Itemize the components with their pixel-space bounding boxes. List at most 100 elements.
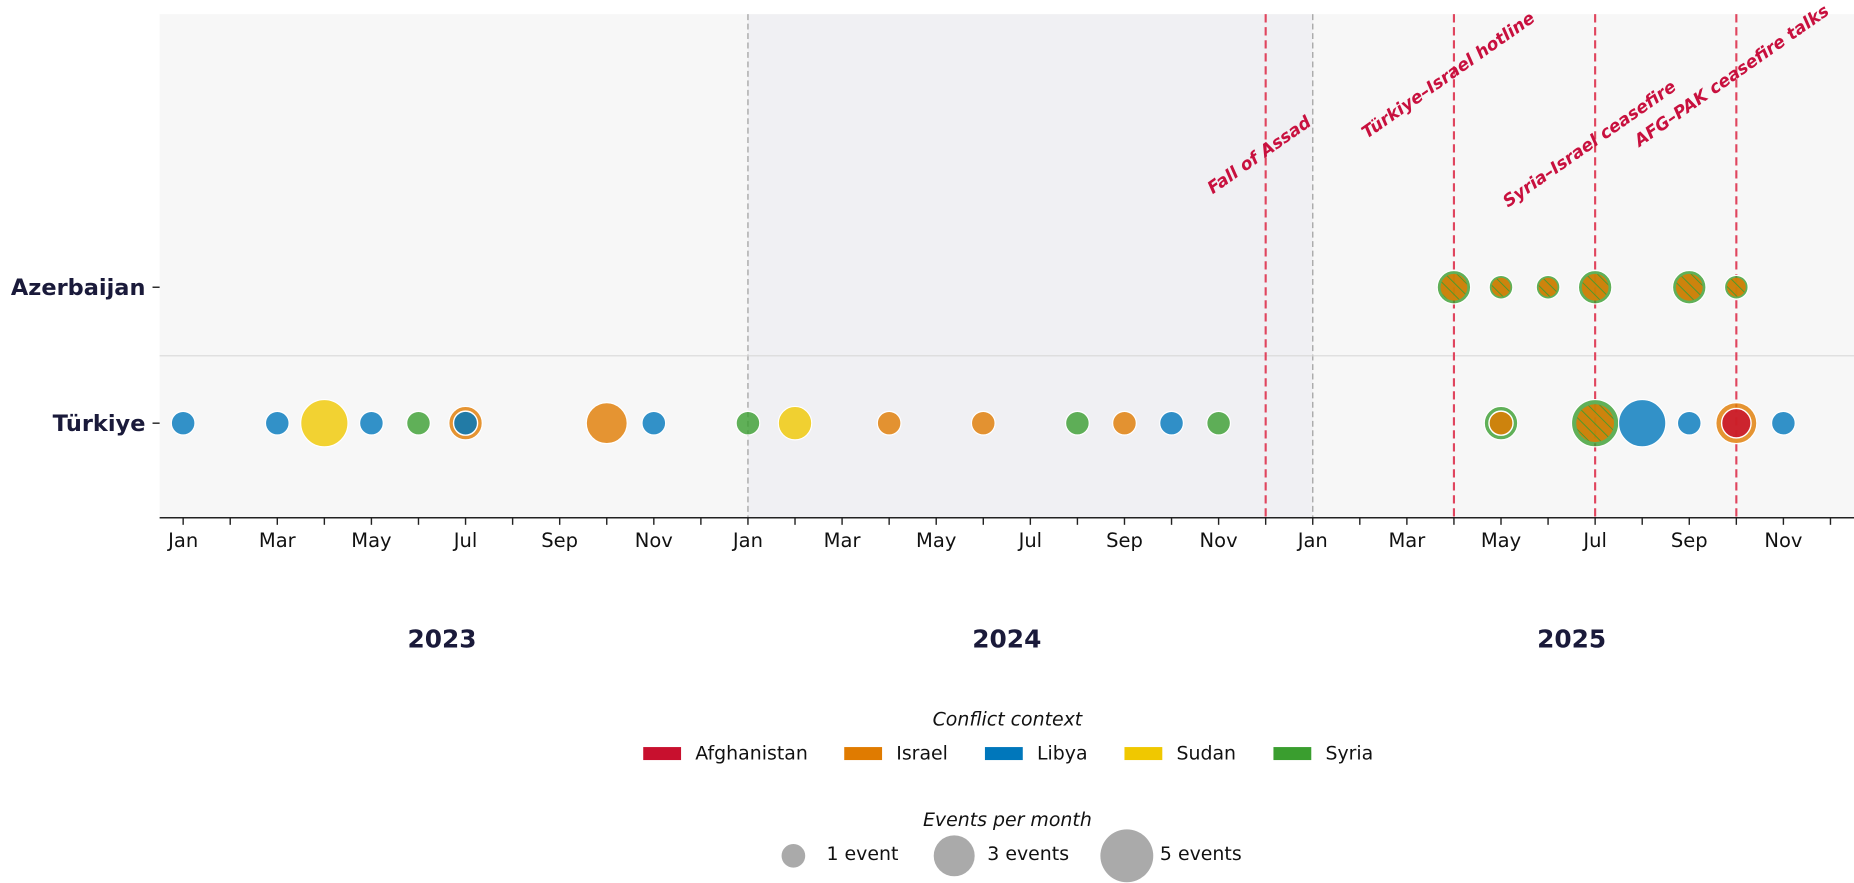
x-tick-label: Jan (1296, 529, 1328, 552)
bubble (1715, 402, 1758, 445)
bubble (1770, 410, 1796, 436)
shaded-period (747, 14, 1313, 518)
legend-swatch (1273, 747, 1312, 761)
bubble-outer (735, 410, 761, 436)
x-tick-label: Nov (1764, 529, 1802, 552)
bubble (300, 398, 349, 448)
size-legend-bubble (1100, 829, 1154, 883)
bubble-outer (777, 405, 813, 441)
bubble-outer (876, 410, 902, 436)
bubble-outer (585, 402, 628, 445)
bubble (1436, 269, 1472, 305)
bubble (1483, 405, 1519, 441)
bubble-outer (1159, 410, 1184, 436)
x-tick-label: Nov (635, 529, 673, 552)
x-tick-label: Jan (731, 529, 763, 552)
bubble-outer (1617, 398, 1667, 448)
size-legend-bubble (781, 843, 806, 868)
size-legend-label: 3 events (987, 843, 1069, 865)
x-tick-label: Mar (259, 529, 297, 552)
bubble-inner (452, 410, 479, 436)
bubble (1617, 398, 1667, 448)
bubble (970, 410, 996, 436)
x-tick-label: Mar (824, 529, 862, 552)
bubble (1676, 410, 1702, 436)
legend-label: Sudan (1176, 743, 1236, 765)
x-tick-label: May (916, 529, 956, 552)
size-legend-bubble (933, 835, 975, 877)
bubble-inner (1720, 407, 1752, 439)
legend-label: Israel (896, 743, 948, 765)
bubble-outer (1770, 410, 1796, 436)
bubble (170, 410, 196, 436)
context-legend-title: Conflict context (933, 708, 1083, 730)
bubble (641, 410, 667, 436)
bubble (1577, 269, 1613, 305)
x-tick-label: Jul (1581, 529, 1607, 552)
legend-label: Libya (1037, 743, 1088, 765)
bubble-hatch (1491, 277, 1511, 297)
bubble (1671, 269, 1707, 305)
bubble (1570, 398, 1620, 448)
bubble (1488, 274, 1514, 300)
legend-swatch (844, 747, 883, 761)
bubble-hatch (1581, 273, 1609, 301)
x-tick-label: Sep (1106, 529, 1143, 552)
y-tick-label: Azerbaijan (11, 275, 146, 301)
bubble-outer (641, 410, 667, 436)
bubble-inner (1488, 410, 1514, 436)
bubble (876, 410, 902, 436)
legend-swatch (1124, 747, 1163, 761)
size-legend-label: 5 events (1160, 843, 1242, 865)
bubble-outer (264, 410, 290, 436)
bubble-outer (300, 398, 349, 448)
x-tick-label: Nov (1200, 529, 1238, 552)
bubble (1159, 410, 1184, 436)
bubble-outer (1112, 410, 1137, 436)
bubble (1112, 410, 1137, 436)
year-label: 2025 (1537, 625, 1606, 654)
bubble (448, 405, 483, 441)
size-legend-title: Events per month (923, 809, 1092, 831)
x-tick-label: Jan (166, 529, 198, 552)
bubble-hatch (1576, 404, 1615, 443)
legend-label: Afghanistan (695, 743, 808, 765)
bubble-outer (970, 410, 996, 436)
legend-swatch (643, 747, 682, 761)
x-tick-label: Sep (541, 529, 578, 552)
year-label: 2024 (972, 625, 1041, 654)
bubble-hatch (1440, 273, 1468, 301)
year-label: 2023 (407, 625, 476, 654)
bubble-hatch (1538, 277, 1558, 297)
bubble (1206, 410, 1232, 436)
bubble (777, 405, 813, 441)
x-tick-label: Jul (1017, 529, 1043, 552)
x-tick-label: Jul (452, 529, 478, 552)
bubble-hatch (1675, 273, 1703, 301)
bubble (1535, 274, 1561, 300)
x-tick-label: May (351, 529, 391, 552)
bubble-hatch (1726, 277, 1746, 297)
x-tick-label: May (1481, 529, 1521, 552)
bubble-outer (1064, 410, 1090, 436)
legend-swatch (984, 747, 1023, 761)
size-legend-label: 1 event (826, 843, 898, 865)
bubble (1064, 410, 1090, 436)
bubble (359, 410, 384, 436)
bubble (1723, 274, 1749, 300)
bubble-outer (359, 410, 384, 436)
y-tick-label: Türkiye (53, 411, 146, 437)
bubble (406, 410, 431, 436)
bubble-outer (406, 410, 431, 436)
legend-label: Syria (1325, 743, 1373, 765)
bubble-outer (170, 410, 196, 436)
bubble-outer (1206, 410, 1232, 436)
bubble (264, 410, 290, 436)
x-tick-label: Sep (1671, 529, 1708, 552)
bubble (585, 402, 628, 445)
bubble (735, 410, 761, 436)
bubble-outer (1676, 410, 1702, 436)
x-tick-label: Mar (1388, 529, 1426, 552)
